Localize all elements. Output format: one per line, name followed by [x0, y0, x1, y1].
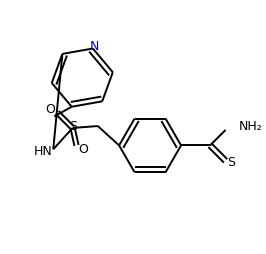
- Text: N: N: [90, 40, 99, 53]
- Text: S: S: [70, 120, 78, 133]
- Text: O: O: [78, 143, 88, 156]
- Text: HN: HN: [34, 145, 53, 158]
- Text: O: O: [45, 103, 55, 116]
- Text: NH₂: NH₂: [239, 120, 263, 134]
- Text: S: S: [227, 156, 235, 169]
